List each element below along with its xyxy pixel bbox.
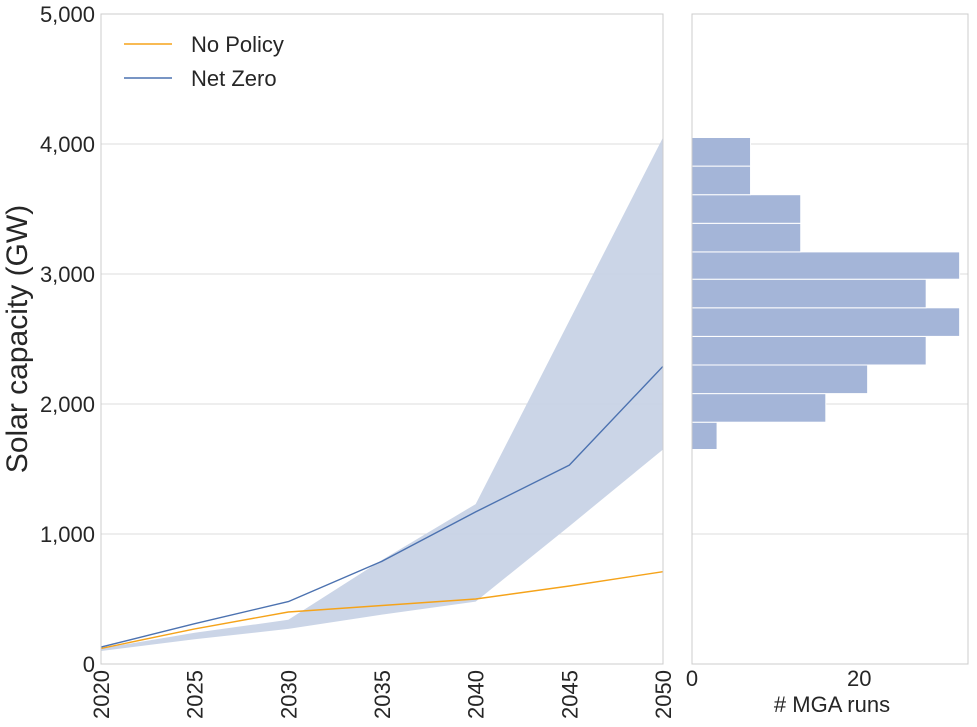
net-zero-range-band-group (101, 137, 663, 651)
histogram-bar (691, 194, 802, 224)
x-tick-label: 2035 (370, 670, 395, 719)
x-tick-label: 2020 (89, 670, 114, 719)
histogram-bars (691, 137, 961, 451)
x-tick-label: 2040 (464, 670, 489, 719)
y-tick-labels: 0 1,000 2,000 3,000 4,000 5,000 (40, 2, 95, 677)
net-zero-range-band (101, 137, 663, 651)
histogram-x-tick-labels: 0 20 (686, 666, 872, 691)
series-line-no-policy (100, 571, 664, 650)
y-tick-label: 1,000 (40, 522, 95, 547)
histogram-bar (691, 222, 802, 253)
histogram-bar (691, 307, 961, 337)
y-axis-label: Solar capacity (GW) (1, 205, 34, 473)
legend-label-no-policy: No Policy (191, 32, 284, 57)
x-tick-label: 2030 (276, 670, 301, 719)
x-tick-label: 2050 (651, 670, 676, 719)
histogram-bar (691, 335, 927, 366)
x-tick-labels: 2020 2025 2030 2035 2040 2045 2050 (89, 670, 676, 719)
y-tick-label: 5,000 (40, 2, 95, 27)
histogram-bar (691, 165, 752, 196)
histogram-bar (691, 278, 927, 309)
histogram-bar (691, 137, 752, 167)
histogram-x-axis-label: # MGA runs (774, 692, 890, 717)
legend: No Policy Net Zero (124, 32, 284, 91)
series-lines (100, 365, 664, 650)
histogram-bar (691, 421, 718, 451)
histogram-x-tick-label: 20 (847, 666, 871, 691)
y-tick-label: 3,000 (40, 262, 95, 287)
histogram-x-tick-label: 0 (686, 666, 698, 691)
legend-label-net-zero: Net Zero (191, 66, 277, 91)
series-line-net-zero (100, 365, 664, 648)
histogram-plot: 0 20 # MGA runs (686, 13, 969, 717)
y-tick-label: 0 (83, 652, 95, 677)
y-tick-label: 2,000 (40, 392, 95, 417)
histogram-bar (691, 364, 869, 395)
histogram-bar (691, 393, 827, 423)
x-tick-label: 2045 (557, 670, 582, 719)
y-tick-label: 4,000 (40, 132, 95, 157)
x-tick-label: 2025 (183, 670, 208, 719)
histogram-bar (691, 251, 961, 280)
histogram-plot-frame (691, 13, 969, 665)
main-plot-frame (100, 13, 664, 665)
